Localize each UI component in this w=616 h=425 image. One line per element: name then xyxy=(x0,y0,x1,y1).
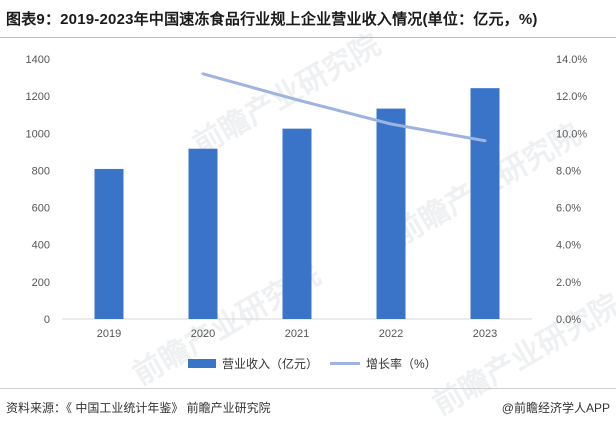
x-tick-label: 2020 xyxy=(191,328,215,340)
x-tick-label: 2019 xyxy=(97,328,121,340)
legend-label-revenue: 营业收入（亿元） xyxy=(222,357,319,371)
combo-chart: 0 200 400 600 800 1000 1200 1400 0.0% 2.0% 4.0% 6.0… xyxy=(26,54,588,340)
chart-title: 图表9：2019-2023年中国速冻食品行业规上企业营业收入情况(单位：亿元，%… xyxy=(6,11,538,28)
legend-item-growth: 增长率（%） xyxy=(330,355,437,372)
legend-swatch-line xyxy=(330,362,360,365)
bar-revenue xyxy=(282,128,312,319)
y-right-tick-label: 12.0% xyxy=(556,91,587,103)
line-growth xyxy=(201,72,487,143)
legend-swatch-bar xyxy=(188,359,216,368)
y-right-tick-label: 8.0% xyxy=(556,165,581,177)
y-right-tick-label: 2.0% xyxy=(556,277,581,289)
y-right-tick-label: 0.0% xyxy=(556,314,581,326)
y-left-tick-label: 800 xyxy=(32,165,50,177)
source-note: 资料来源：《 中国工业统计年鉴》 前瞻产业研究院 xyxy=(6,401,271,415)
y-left-tick-label: 200 xyxy=(32,277,50,289)
bar-revenue xyxy=(188,148,218,319)
y-left-tick-label: 0 xyxy=(44,314,50,326)
title-divider xyxy=(0,37,616,38)
bar-revenue xyxy=(470,88,500,320)
y-right-tick-label: 6.0% xyxy=(556,203,581,215)
x-tick-label: 2023 xyxy=(473,328,497,340)
y-left-tick-label: 1400 xyxy=(26,54,50,66)
x-tick-label: 2022 xyxy=(379,328,403,340)
x-tick-label: 2021 xyxy=(285,328,309,340)
y-left-tick-label: 1000 xyxy=(26,128,50,140)
y-left-tick-label: 600 xyxy=(32,203,50,215)
footer-divider xyxy=(0,388,616,389)
y-right-tick-label: 14.0% xyxy=(556,54,587,66)
y-left-tick-label: 1200 xyxy=(26,91,50,103)
bar-revenue xyxy=(376,108,406,319)
credit-note: @前瞻经济学人APP xyxy=(501,401,610,415)
bar-revenue xyxy=(94,168,124,319)
y-right-tick-label: 10.0% xyxy=(556,128,587,140)
legend-label-growth: 增长率（%） xyxy=(366,357,437,371)
y-right-tick-label: 4.0% xyxy=(556,240,581,252)
y-left-tick-label: 400 xyxy=(32,240,50,252)
legend-item-revenue: 营业收入（亿元） xyxy=(188,355,318,372)
